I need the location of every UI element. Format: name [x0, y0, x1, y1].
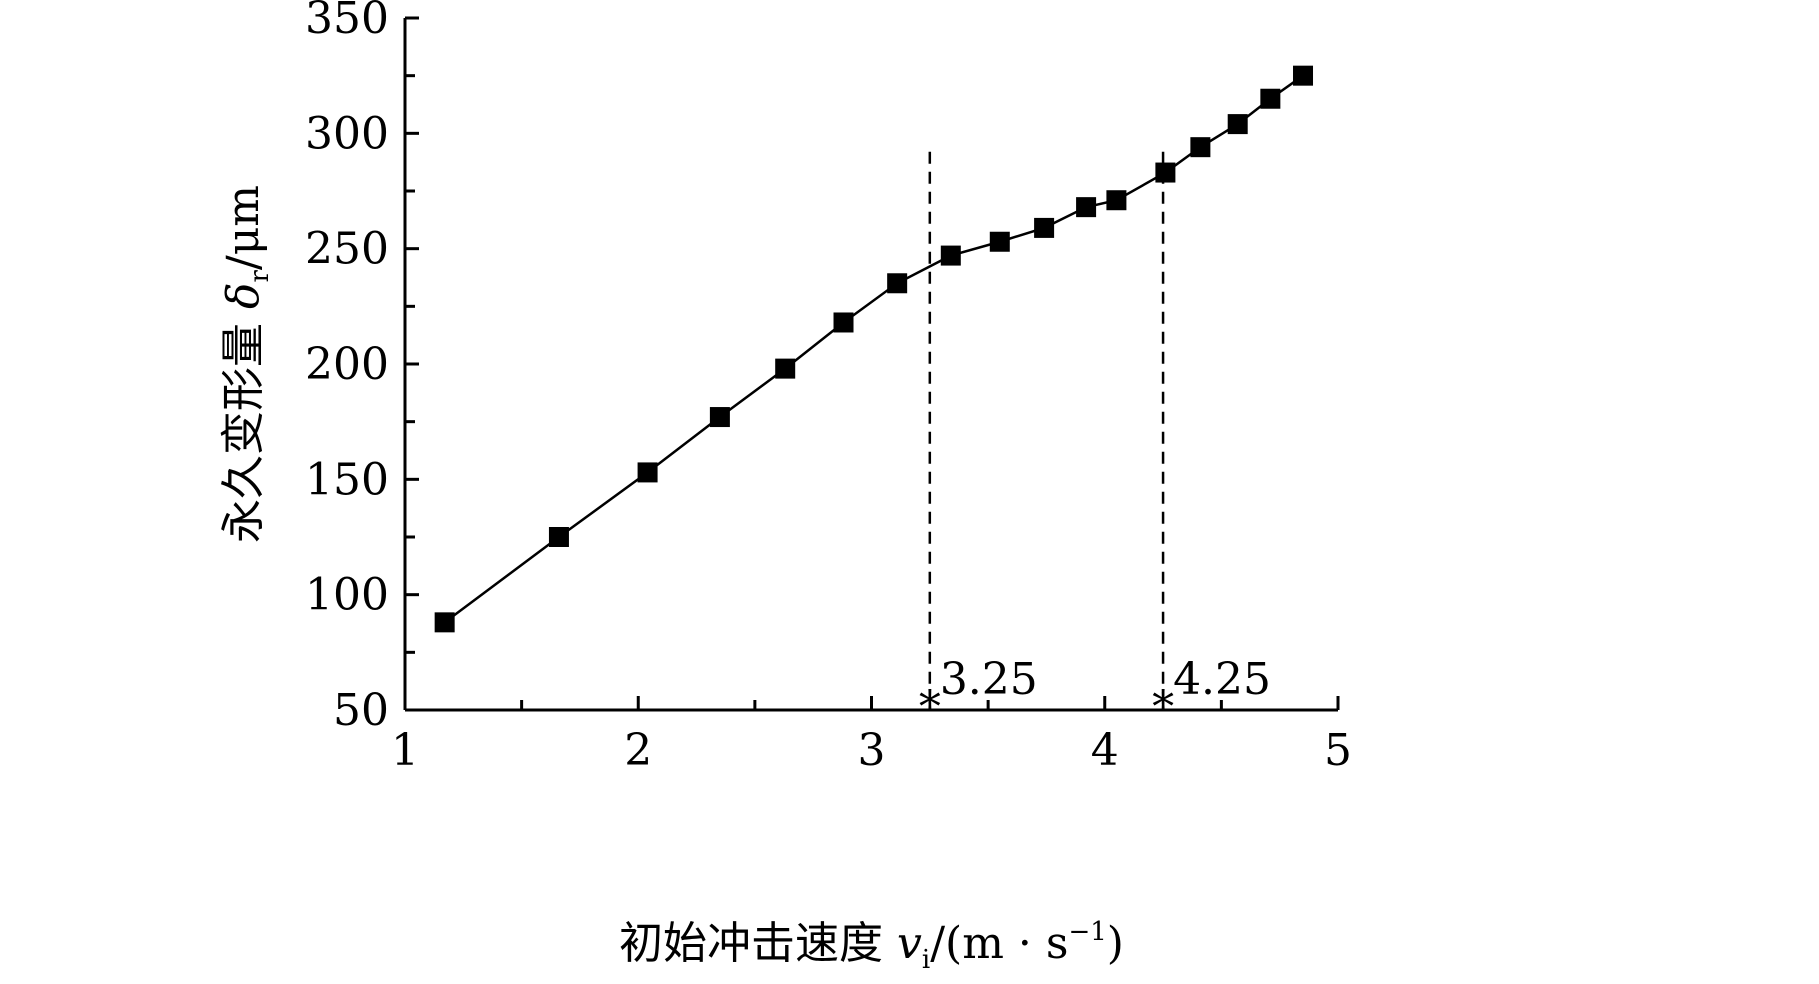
data-point — [887, 273, 908, 294]
reference-marker: * — [1152, 682, 1174, 733]
data-point — [1293, 65, 1314, 86]
data-point — [709, 407, 730, 428]
y-axis-title: 永久变形量 δr/μm — [218, 185, 275, 543]
series-group — [434, 65, 1314, 633]
y-tick-label: 150 — [305, 454, 389, 505]
y-tick-label: 350 — [305, 0, 389, 44]
x-tick-label: 3 — [858, 725, 886, 776]
data-point — [1155, 162, 1176, 183]
series-line — [443, 74, 1304, 624]
data-point — [940, 245, 961, 266]
y-tick-label: 300 — [305, 108, 389, 159]
y-tick-label: 50 — [333, 685, 389, 736]
x-axis-title: 初始冲击速度 vi/(m · s−1) — [619, 917, 1124, 975]
y-tick-label: 100 — [305, 570, 389, 621]
data-point — [1076, 197, 1097, 218]
data-point — [1227, 114, 1248, 135]
x-tick-label: 4 — [1091, 725, 1119, 776]
data-point — [775, 358, 796, 379]
data-point — [548, 527, 569, 547]
data-point — [434, 612, 455, 633]
data-point — [1260, 88, 1281, 109]
axes — [403, 16, 1340, 712]
x-tick-label: 5 — [1324, 725, 1352, 776]
data-point — [833, 312, 854, 333]
data-point — [989, 231, 1010, 252]
reference-label: 4.25 — [1173, 654, 1271, 705]
data-point — [1190, 137, 1211, 158]
y-tick-label: 250 — [305, 224, 389, 275]
data-point — [1034, 217, 1055, 238]
labels-group: 1 2 3 4 5 50 100 150 200 250 300 350 3.25 4.25 — [305, 0, 1352, 776]
x-tick-label: 1 — [391, 725, 419, 776]
reference-marker: * — [919, 682, 941, 733]
data-point — [1106, 190, 1127, 211]
reference-label: 3.25 — [940, 654, 1038, 705]
y-tick-label: 200 — [305, 339, 389, 390]
data-point — [637, 462, 658, 483]
reference-lines: * * — [919, 151, 1174, 733]
x-tick-label: 2 — [624, 725, 652, 776]
